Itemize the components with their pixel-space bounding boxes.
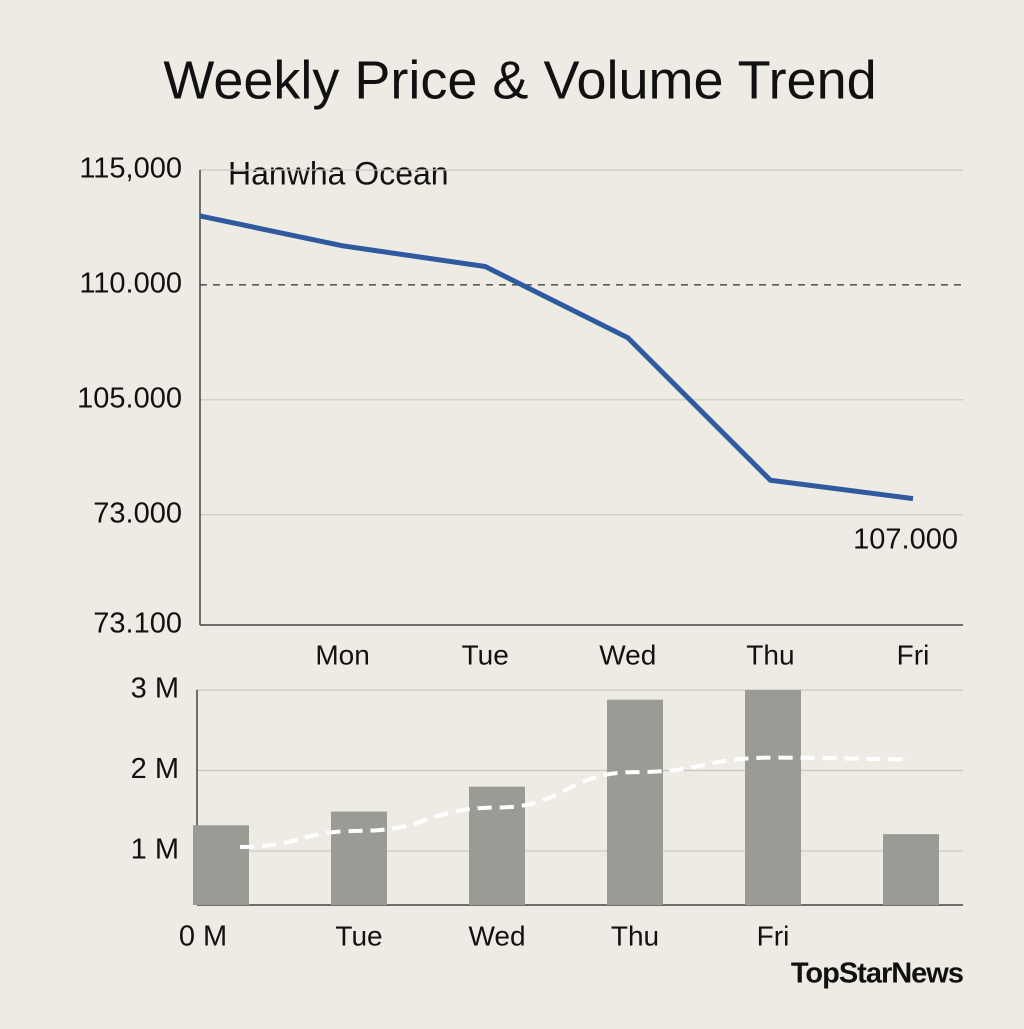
bar [193, 825, 249, 905]
y-tick-label: 2 M [131, 753, 179, 785]
bar [883, 834, 939, 905]
x-tick-label: Fri [757, 920, 790, 951]
x-tick-label: Wed [468, 920, 525, 951]
y-tick-label: 1 M [131, 834, 179, 866]
annotation: 107.000 [853, 523, 958, 555]
x-tick-label: Tue [462, 639, 509, 670]
bar [331, 811, 387, 905]
y-tick-label: 73.100 [93, 608, 182, 640]
x-tick-label: Fri [897, 639, 930, 670]
subtitle: Hanwha Ocean [228, 155, 449, 191]
bar [607, 699, 663, 905]
y-tick-label: 0 M [179, 921, 227, 953]
x-tick-label: Mon [315, 639, 369, 670]
y-tick-label: 3 M [131, 673, 179, 705]
bar [469, 786, 525, 905]
watermark: TopStarNews [791, 958, 963, 990]
y-tick-label: 105.000 [77, 382, 182, 414]
x-tick-label: Thu [746, 639, 794, 670]
x-tick-label: Wed [599, 639, 656, 670]
y-tick-label: 73.000 [93, 497, 182, 529]
x-tick-label: Thu [611, 920, 659, 951]
price-line [199, 213, 914, 502]
y-tick-label: 115,000 [79, 153, 182, 185]
x-tick-label: Tue [335, 920, 382, 951]
chart-title: Weekly Price & Volume Trend [163, 50, 876, 110]
trend-line [239, 755, 912, 850]
y-tick-label: 110.000 [79, 268, 182, 300]
bar [745, 690, 801, 905]
